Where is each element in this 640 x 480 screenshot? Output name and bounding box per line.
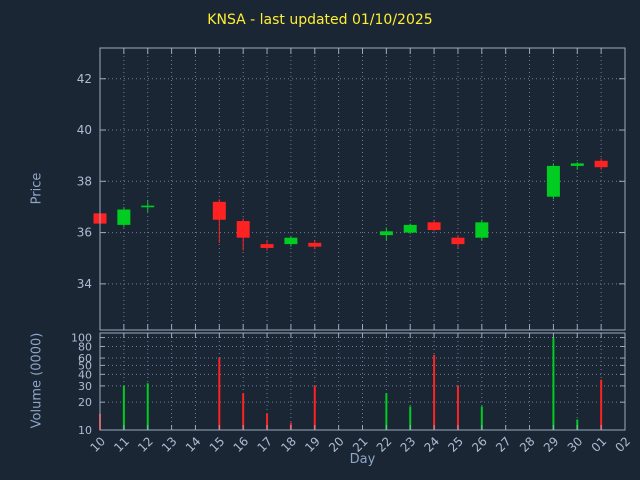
candle-body (594, 160, 608, 168)
x-tick-label: 13 (159, 434, 180, 455)
x-tick-label: 25 (445, 434, 466, 455)
x-tick-label: 29 (541, 434, 562, 455)
candle-body (117, 209, 131, 225)
x-tick-label: 27 (493, 434, 514, 455)
volume-tick-label: 10 (78, 424, 92, 437)
price-tick-label: 34 (77, 277, 92, 291)
x-tick-label: 01 (589, 434, 610, 455)
chart-title: KNSA - last updated 01/10/2025 (207, 12, 433, 28)
candle-body (212, 201, 226, 220)
x-tick-label: 11 (111, 434, 132, 455)
candle-body (141, 205, 155, 208)
price-tick-label: 40 (77, 123, 92, 137)
x-tick-label: 24 (422, 434, 443, 455)
x-tick-label: 18 (278, 434, 299, 455)
volume-bars-layer (99, 337, 603, 430)
candle-body (570, 163, 584, 166)
price-panel-border (99, 47, 626, 331)
x-tick-label: 19 (302, 434, 323, 455)
volume-tick-label: 50 (78, 359, 92, 372)
candle-body (546, 165, 560, 197)
x-tick-label: 02 (612, 434, 633, 455)
volume-tick-label: 40 (78, 368, 92, 381)
volume-tick-label: 100 (71, 332, 92, 345)
x-tick-label: 22 (374, 434, 395, 455)
volume-tick-label: 60 (78, 352, 92, 365)
x-tick-label: 23 (398, 434, 419, 455)
candle-body (475, 222, 489, 238)
x-tick-label: 16 (231, 434, 252, 455)
candle-body (236, 221, 250, 238)
volume-tick-label: 20 (78, 396, 92, 409)
x-tick-label: 14 (183, 434, 204, 455)
candle-body (308, 242, 322, 247)
x-tick-label: 20 (326, 434, 347, 455)
candle-body (427, 222, 441, 231)
candle-body (403, 224, 417, 233)
volume-tick-label: 80 (78, 341, 92, 354)
x-tick-label: 10 (87, 434, 108, 455)
volume-tick-label: 30 (78, 380, 92, 393)
x-tick-label: 12 (135, 434, 156, 455)
x-tick-label: 17 (254, 434, 275, 455)
x-tick-label: 26 (469, 434, 490, 455)
x-tick-label: 30 (565, 434, 586, 455)
x-tick-label: 15 (207, 434, 228, 455)
tick-marks-layer (99, 48, 626, 431)
candle-body (284, 237, 298, 245)
candles-layer (93, 158, 608, 251)
candle-body (379, 231, 393, 236)
tick-labels-layer: 10 11 12 13 14 15 16 17 18 19 20 21 22 23 24 25 26 27 28 29… (71, 72, 633, 455)
x-tick-label: 28 (517, 434, 538, 455)
price-tick-label: 38 (77, 174, 92, 188)
x-axis-title: Day (349, 452, 376, 467)
candle-body (260, 244, 274, 248)
price-tick-label: 42 (77, 72, 92, 86)
x-tick-label: 21 (350, 434, 371, 455)
candle-body (451, 237, 465, 245)
grid-layer (99, 48, 626, 431)
price-tick-label: 36 (77, 226, 92, 240)
